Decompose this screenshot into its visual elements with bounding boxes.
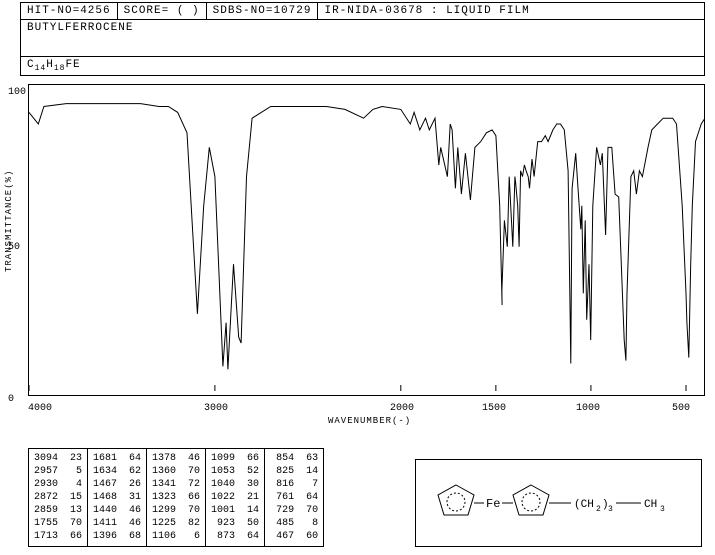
peak-column: 3094 23 2957 5 2930 4 2872 15 2859 13 17… (29, 449, 88, 546)
xtick-500: 500 (672, 403, 690, 414)
svg-text:3: 3 (660, 505, 665, 514)
chain-label: (CH (574, 499, 594, 511)
end-label: CH (644, 499, 657, 511)
formula: C14H18FE (20, 57, 705, 76)
header-row: HIT-NO=4256 SCORE= ( ) SDBS-NO=10729 IR-… (20, 2, 705, 20)
x-axis-label: WAVENUMBER(-) (328, 416, 411, 426)
sdbs-no: SDBS-NO=10729 (207, 3, 319, 19)
structure-diagram: Fe (CH 2 ) 3 CH 3 (415, 459, 702, 547)
compound-name: BUTYLFERROCENE (20, 20, 705, 57)
xtick-3000: 3000 (204, 403, 228, 414)
peak-column: 1099 66 1053 52 1040 30 1022 21 1001 14 … (206, 449, 265, 546)
peak-column: 854 63 825 14 816 7 761 64 729 70 485 8 … (265, 449, 323, 546)
ytick-100: 100 (8, 87, 26, 98)
peak-column: 1681 64 1634 62 1467 26 1468 31 1440 46 … (88, 449, 147, 546)
score: SCORE= ( ) (118, 3, 207, 19)
ytick-0: 0 (8, 394, 14, 405)
peak-table: 3094 23 2957 5 2930 4 2872 15 2859 13 17… (28, 448, 324, 547)
spectrum-line (29, 85, 705, 395)
xtick-1000: 1000 (576, 403, 600, 414)
ir-info: IR-NIDA-03678 : LIQUID FILM (318, 3, 704, 19)
hit-no: HIT-NO=4256 (21, 3, 118, 19)
y-axis-label: TRANSMITTANCE(%) (4, 170, 14, 272)
svg-text:2: 2 (596, 505, 601, 514)
spectrum-chart (28, 84, 705, 396)
xtick-4000: 4000 (28, 403, 52, 414)
fe-label: Fe (486, 497, 500, 511)
svg-text:3: 3 (608, 505, 613, 514)
x-axis: 4000 3000 2000 1500 1000 500 WAVENUMBER(… (28, 408, 704, 428)
xtick-2000: 2000 (390, 403, 414, 414)
xtick-1500: 1500 (482, 403, 506, 414)
peak-column: 1378 46 1360 70 1341 72 1323 66 1299 70 … (147, 449, 206, 546)
